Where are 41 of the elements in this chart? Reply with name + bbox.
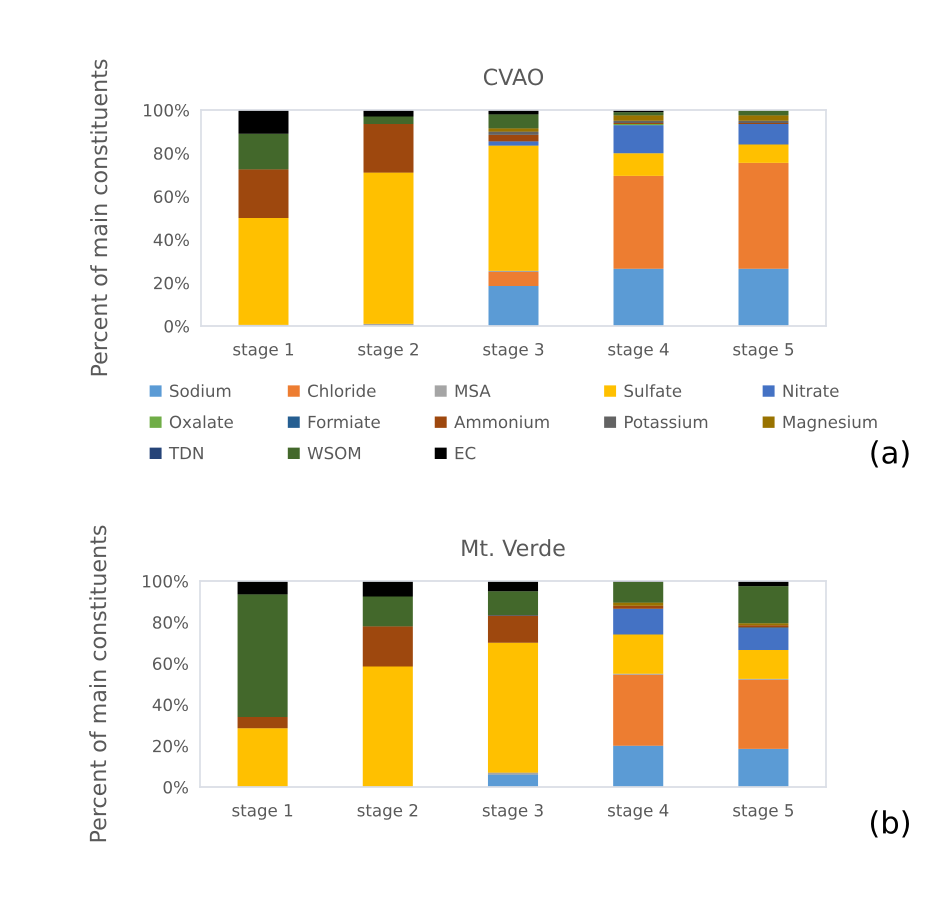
legend-label: Formiate (308, 415, 380, 428)
x-tick-label: stage 4 (608, 804, 668, 820)
legend-label: MSA (456, 384, 491, 398)
legend-label: Ammonium (454, 415, 549, 428)
x-tick-label: stage 2 (358, 342, 418, 359)
y-tick-label: 0% (164, 320, 189, 333)
y-tick-label: 20% (153, 740, 188, 752)
legend-label: Potassium (625, 415, 708, 428)
legend-label: Chloride (308, 384, 376, 398)
y-tick-label: 60% (154, 190, 189, 203)
x-tick-label: stage 1 (232, 804, 292, 820)
text: (a) (871, 440, 909, 468)
legend-label: Sodium (170, 384, 230, 398)
x-tick-label: stage 3 (483, 342, 544, 359)
x-tick-label: stage 5 (733, 804, 794, 820)
chart-title: Mt. Verde (462, 539, 565, 556)
y-tick-label: 100% (144, 104, 189, 117)
y-axis-title: Percent of main constituents (89, 526, 106, 842)
x-tick-label: stage 3 (482, 804, 543, 820)
legend-label: TDN (168, 446, 203, 460)
x-tick-label: stage 1 (233, 343, 294, 359)
y-tick-label: 80% (152, 616, 188, 629)
y-tick-label: 40% (154, 234, 189, 246)
chart-title: CVAO (484, 68, 544, 86)
y-tick-label: 80% (154, 147, 189, 160)
x-tick-label: stage 5 (733, 343, 794, 359)
legend-label: EC (456, 446, 476, 460)
text: (b) (871, 810, 909, 838)
y-tick-label: 100% (143, 574, 188, 588)
y-axis-title: Percent of main constituents (90, 60, 108, 376)
y-tick-label: 0% (164, 780, 188, 794)
y-tick-label: 40% (152, 698, 188, 712)
legend-label: Oxalate (170, 415, 233, 428)
legend-label: Sulfate (624, 384, 682, 398)
y-tick-label: 60% (153, 657, 188, 670)
y-tick-label: 20% (154, 276, 189, 290)
legend-label: WSOM (308, 446, 360, 460)
legend-label: Nitrate (784, 384, 839, 398)
x-tick-label: stage 4 (608, 343, 669, 359)
legend-label: Magnesium (784, 415, 877, 432)
x-tick-label: stage 2 (358, 804, 418, 820)
